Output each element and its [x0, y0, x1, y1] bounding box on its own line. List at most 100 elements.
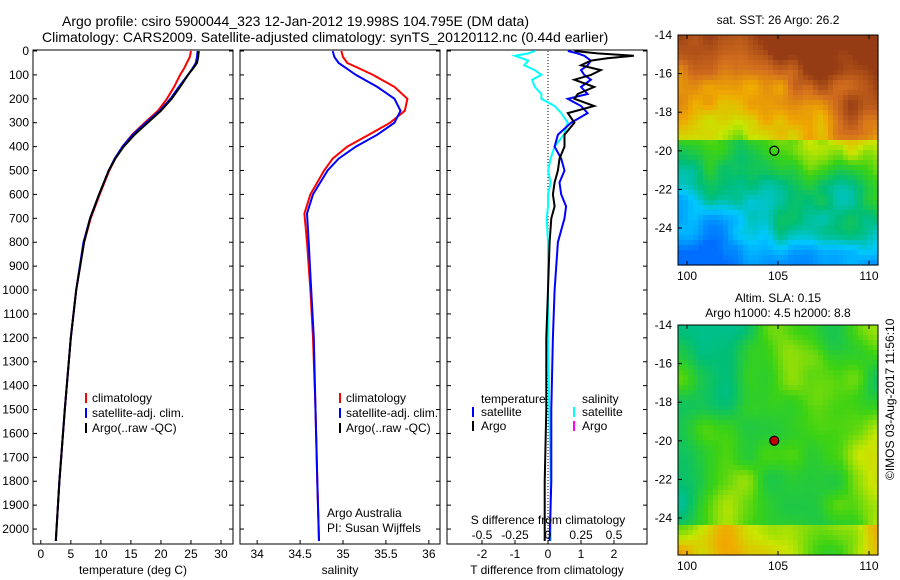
map-cell — [858, 355, 864, 361]
map-cell — [803, 345, 809, 351]
map-cell — [773, 415, 779, 421]
map-cell — [753, 230, 759, 236]
map-cell — [753, 425, 759, 431]
map-cell — [783, 180, 789, 186]
map-cell — [773, 485, 779, 491]
map-cell — [773, 105, 779, 111]
map-cell — [703, 510, 709, 516]
map-cell — [728, 540, 734, 546]
map-cell — [803, 495, 809, 501]
map-cell — [678, 150, 684, 156]
map-cell — [808, 65, 814, 71]
map-cell — [768, 425, 774, 431]
map-cell — [808, 530, 814, 536]
map-cell — [783, 245, 789, 251]
map-cell — [713, 250, 719, 256]
x-tick-label: 1 — [578, 547, 585, 561]
map-cell — [743, 170, 749, 176]
map-cell — [768, 195, 774, 201]
map-cell — [838, 120, 844, 126]
map-cell — [833, 80, 839, 86]
map-cell — [678, 85, 684, 91]
map-cell — [793, 335, 799, 341]
map-cell — [723, 515, 729, 521]
map-cell — [678, 175, 684, 181]
map-cell — [813, 210, 819, 216]
map-cell — [828, 380, 834, 386]
map-cell — [823, 400, 829, 406]
map-cell — [733, 325, 739, 331]
map-cell — [818, 440, 824, 446]
map-cell — [773, 460, 779, 466]
map-cell — [863, 480, 869, 486]
map-cell — [828, 115, 834, 121]
map-cell — [848, 200, 854, 206]
map-cell — [828, 120, 834, 126]
map-cell — [808, 60, 814, 66]
map-cell — [813, 405, 819, 411]
map-cell — [773, 85, 779, 91]
map-cell — [768, 220, 774, 226]
map-cell — [858, 420, 864, 426]
map-cell — [753, 85, 759, 91]
map-cell — [758, 510, 764, 516]
map-cell — [873, 465, 879, 471]
map-cell — [723, 125, 729, 131]
map-cell — [873, 70, 879, 76]
map-cell — [723, 535, 729, 541]
map-cell — [833, 340, 839, 346]
map-cell — [748, 325, 754, 331]
map-cell — [678, 70, 684, 76]
map-cell — [718, 190, 724, 196]
map-cell — [678, 165, 684, 171]
map-cell — [873, 90, 879, 96]
map-cell — [753, 195, 759, 201]
map-cell — [763, 335, 769, 341]
map-cell — [688, 185, 694, 191]
map-cell — [768, 455, 774, 461]
map-cell — [803, 325, 809, 331]
x-tick-label: 20 — [154, 547, 168, 561]
map-cell — [718, 90, 724, 96]
map-x-tick-label: 100 — [677, 269, 697, 283]
map-cell — [783, 430, 789, 436]
map-cell — [693, 550, 699, 556]
map-cell — [863, 500, 869, 506]
map-cell — [873, 325, 879, 331]
map-cell — [718, 360, 724, 366]
map-cell — [678, 110, 684, 116]
map-cell — [818, 370, 824, 376]
map-cell — [763, 490, 769, 496]
map-cell — [758, 420, 764, 426]
map-cell — [783, 380, 789, 386]
map-cell — [713, 260, 719, 266]
map-cell — [688, 375, 694, 381]
map-cell — [808, 455, 814, 461]
figure-title-line2: Climatology: CARS2009. Satellite-adjuste… — [42, 29, 609, 45]
map-cell — [793, 430, 799, 436]
map-cell — [698, 460, 704, 466]
panel-1-frame — [32, 49, 234, 545]
map-cell — [703, 150, 709, 156]
map-cell — [873, 125, 879, 131]
map-cell — [863, 215, 869, 221]
map-cell — [713, 145, 719, 151]
map-cell — [803, 370, 809, 376]
map-cell — [843, 335, 849, 341]
map-cell — [753, 430, 759, 436]
map-cell — [698, 360, 704, 366]
map-cell — [768, 45, 774, 51]
map-cell — [768, 450, 774, 456]
map-cell — [738, 150, 744, 156]
map-cell — [793, 195, 799, 201]
map-cell — [763, 410, 769, 416]
map-cell — [778, 240, 784, 246]
map-cell — [808, 360, 814, 366]
map-cell — [723, 400, 729, 406]
map-cell — [808, 195, 814, 201]
map-cell — [728, 420, 734, 426]
map-cell — [733, 370, 739, 376]
map-cell — [833, 370, 839, 376]
map-cell — [778, 440, 784, 446]
map-cell — [733, 160, 739, 166]
